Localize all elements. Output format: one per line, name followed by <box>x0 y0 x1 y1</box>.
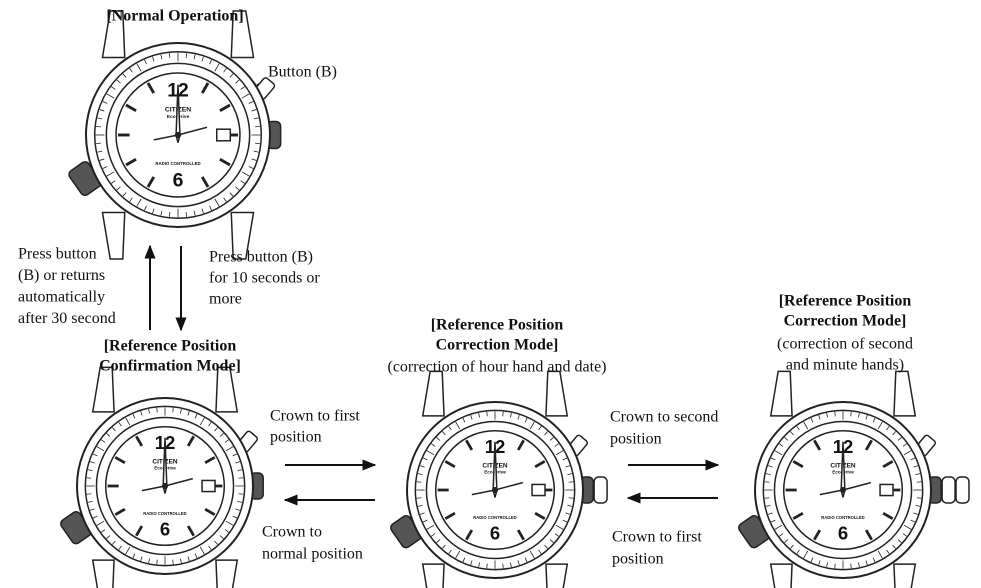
bezel-tick <box>96 126 101 127</box>
dial-six: 6 <box>160 518 170 539</box>
crown <box>956 477 969 503</box>
node-title: [Reference Position <box>104 338 237 355</box>
lug <box>93 560 114 588</box>
node-subtitle: (correction of second <box>777 336 913 353</box>
watch: 126CITIZENEco-DriveRADIO CONTROLLED <box>67 11 280 259</box>
edge-label: after 30 second <box>18 310 116 327</box>
bezel-tick <box>96 143 101 144</box>
lug <box>771 564 792 588</box>
edge-label: Crown to first <box>270 408 360 425</box>
lug <box>546 564 567 588</box>
hand-pin <box>163 484 168 489</box>
dial-caption: RADIO CONTROLLED <box>473 515 516 520</box>
hand-pin <box>493 488 498 493</box>
lug <box>894 371 915 415</box>
bezel-tick <box>169 212 170 217</box>
watch: 126CITIZENEco-DriveRADIO CONTROLLED <box>59 367 263 588</box>
lug <box>102 212 124 258</box>
edge-label: position <box>610 431 662 448</box>
page: 126CITIZENEco-DriveRADIO CONTROLLED 126CI… <box>0 0 981 588</box>
node-subtitle: and minute hands) <box>786 357 904 374</box>
watch: 126CITIZENEco-DriveRADIO CONTROLLED <box>389 371 607 588</box>
bezel-tick <box>255 143 260 144</box>
lug <box>546 371 567 415</box>
lug <box>216 560 237 588</box>
hand-pin <box>176 133 181 138</box>
date-window <box>202 480 215 491</box>
dial-caption: RADIO CONTROLLED <box>821 515 864 520</box>
node-title: [Normal Operation] <box>106 8 243 25</box>
edge-label: Press button <box>18 246 97 263</box>
edge-label: (B) or returns <box>18 267 105 284</box>
watch: 126CITIZENEco-DriveRADIO CONTROLLED <box>737 371 969 588</box>
dial-caption: RADIO CONTROLLED <box>143 511 186 516</box>
bezel-tick <box>169 53 170 58</box>
dial-six: 6 <box>490 522 500 543</box>
diagram: 126CITIZENEco-DriveRADIO CONTROLLED 126CI… <box>0 0 981 588</box>
crown <box>594 477 607 503</box>
bezel-tick <box>186 212 187 217</box>
node-title: Correction Mode] <box>436 337 559 354</box>
edge-label: normal position <box>262 546 363 563</box>
button-label: Button (B) <box>268 64 337 81</box>
edge-label: position <box>270 429 322 446</box>
date-window <box>532 484 545 495</box>
node-title: [Reference Position <box>779 293 912 310</box>
node-title: [Reference Position <box>431 317 564 334</box>
bezel-tick <box>186 53 187 58</box>
dial-six: 6 <box>838 522 848 543</box>
lug <box>423 564 444 588</box>
edge-label: for 10 seconds or <box>209 270 320 287</box>
edge-label: Press button (B) <box>209 249 313 266</box>
edge-label: Crown to second <box>610 409 718 426</box>
lug <box>771 371 792 415</box>
edge-label: automatically <box>18 289 105 306</box>
edge-label: Crown to <box>262 524 322 541</box>
node-subtitle: (correction of hour hand and date) <box>387 359 606 376</box>
lug <box>894 564 915 588</box>
lug <box>423 371 444 415</box>
edge-label: more <box>209 291 242 308</box>
node-title: Confirmation Mode] <box>99 358 241 375</box>
node-title: Correction Mode] <box>784 313 907 330</box>
crown <box>942 477 955 503</box>
date-window <box>880 484 893 495</box>
dial-caption: RADIO CONTROLLED <box>155 161 200 166</box>
date-window <box>217 129 231 141</box>
bezel-tick <box>255 126 260 127</box>
hand-pin <box>841 488 846 493</box>
edge-label: Crown to first <box>612 529 702 546</box>
edge-label: position <box>612 551 664 568</box>
dial-six: 6 <box>173 170 184 192</box>
